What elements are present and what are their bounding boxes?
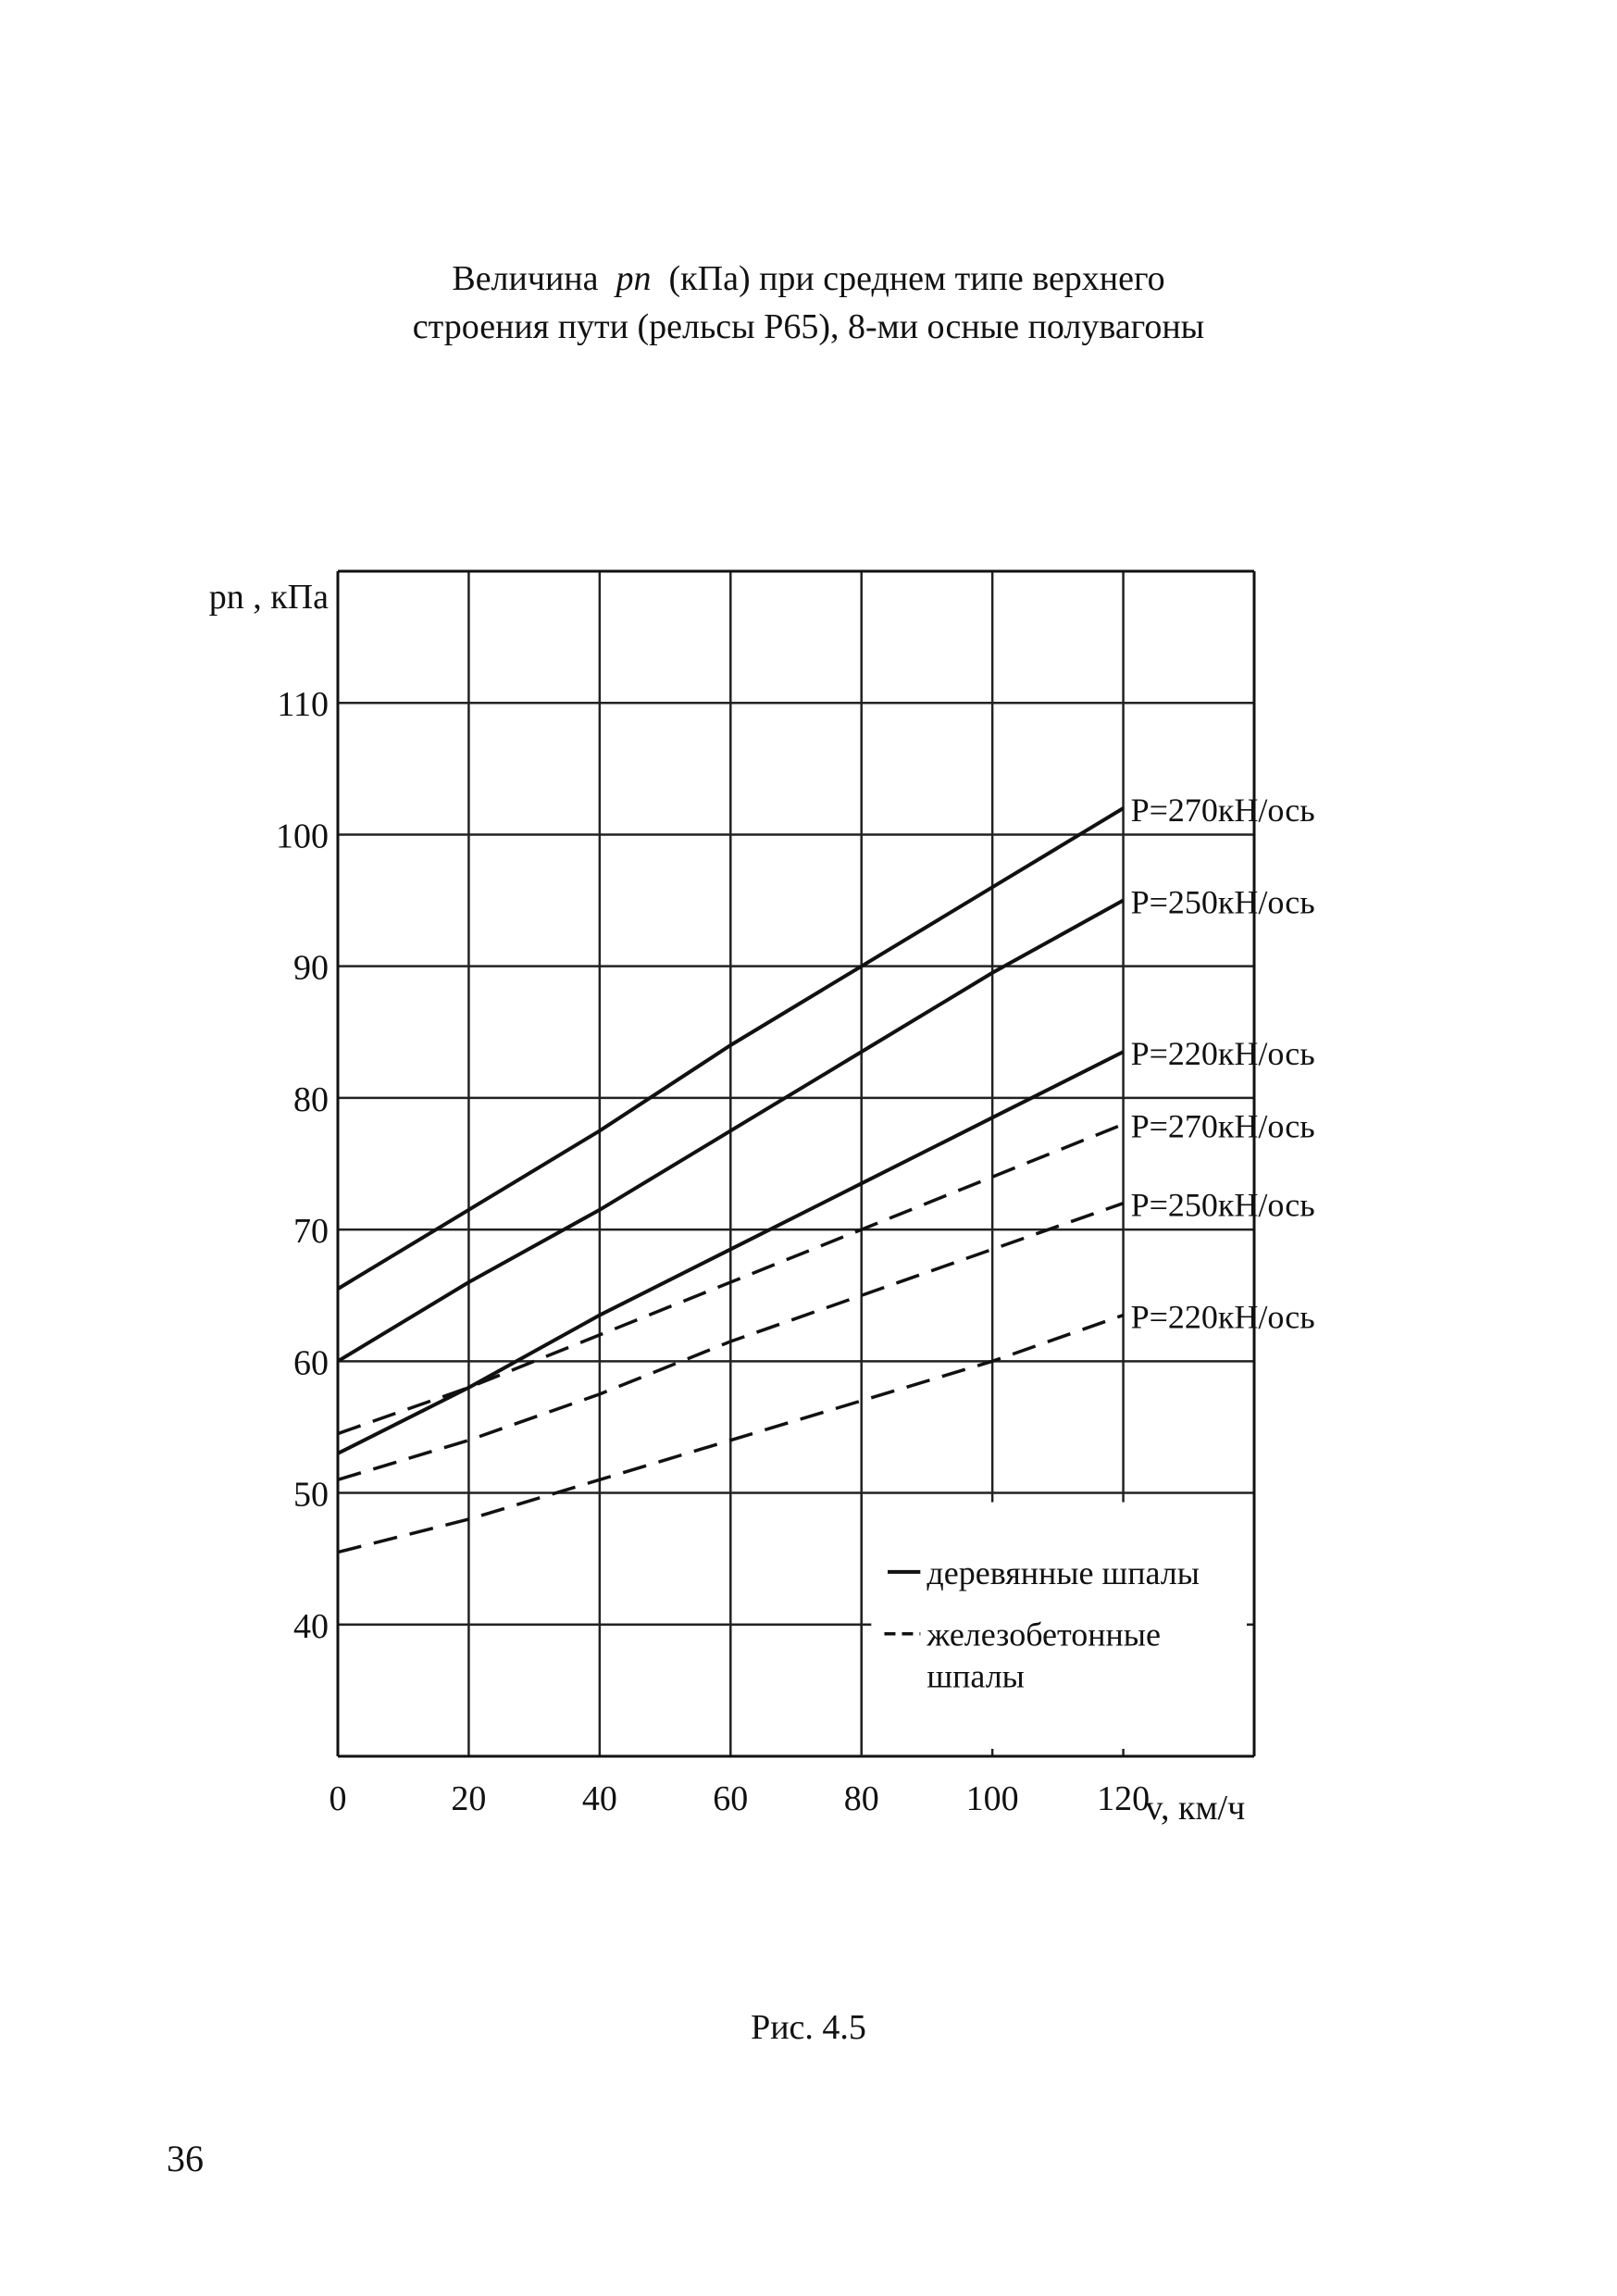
series-label: P=220кН/ось <box>1131 1299 1315 1336</box>
y-tick-label: 110 <box>277 685 329 724</box>
y-tick-label: 60 <box>293 1343 329 1382</box>
legend-label-concrete-2: шпалы <box>927 1658 1024 1695</box>
x-tick-label: 80 <box>844 1779 879 1818</box>
series-line-concrete-4 <box>337 1202 1125 1482</box>
legend: деревянные шпалы железобетонные шпалы <box>860 1492 1247 1756</box>
y-tick-label: 70 <box>293 1212 329 1251</box>
x-axis-label: v, км/ч <box>1145 1789 1245 1828</box>
x-tick-label: 0 <box>330 1779 347 1818</box>
legend-label-wood: деревянные шпалы <box>927 1554 1200 1591</box>
title-symbol: pn <box>616 259 652 298</box>
chart-title: Величина pn (кПа) при среднем типе верхн… <box>0 255 1617 351</box>
series-label: P=220кН/ось <box>1131 1035 1315 1072</box>
title-line-1: Величина pn (кПа) при среднем типе верхн… <box>0 255 1617 303</box>
page-number: 36 <box>167 2138 204 2179</box>
series-line-wood-0 <box>336 806 1125 1291</box>
x-tick-label: 120 <box>1097 1779 1150 1818</box>
grid <box>338 571 1254 1756</box>
title-line-2: строения пути (рельсы Р65), 8-ми осные п… <box>412 307 1205 346</box>
y-tick-label: 90 <box>293 949 329 988</box>
x-tick-label: 100 <box>966 1779 1019 1818</box>
y-tick-label: 50 <box>293 1476 329 1515</box>
y-tick-label: 80 <box>293 1080 329 1119</box>
y-tick-label: 100 <box>276 817 329 855</box>
series-line-wood-2 <box>337 1050 1125 1455</box>
title-prefix: Величина <box>452 259 599 298</box>
legend-box <box>871 1502 1247 1749</box>
chart-svg: 40 50 60 70 80 90 100 110 0 20 40 60 80 100 120 pn , кП… <box>209 569 1315 1828</box>
x-tick-label: 20 <box>451 1779 486 1818</box>
title-suffix: (кПа) при среднем типе верхнего <box>668 259 1165 298</box>
series-label: P=250кН/ось <box>1131 1187 1315 1224</box>
series-label: P=250кН/ось <box>1131 884 1315 921</box>
x-tick-label: 40 <box>582 1779 617 1818</box>
y-tick-label: 40 <box>293 1607 329 1646</box>
series-line-concrete-5 <box>337 1313 1125 1554</box>
series-line-wood-1 <box>336 898 1125 1364</box>
y-axis-label: pn , кПа <box>209 578 329 617</box>
series-line-concrete-3 <box>337 1122 1125 1436</box>
figure-caption: Рис. 4.5 <box>751 2008 866 2047</box>
legend-label-concrete-1: железобетонные <box>926 1616 1161 1653</box>
series-label: P=270кН/ось <box>1131 792 1315 829</box>
x-tick-label: 60 <box>713 1779 748 1818</box>
series-label: P=270кН/ось <box>1131 1107 1315 1144</box>
